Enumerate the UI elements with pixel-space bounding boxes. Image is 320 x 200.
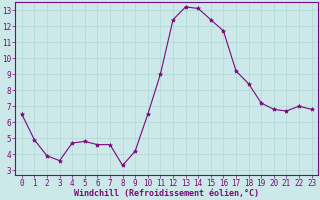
- X-axis label: Windchill (Refroidissement éolien,°C): Windchill (Refroidissement éolien,°C): [74, 189, 259, 198]
